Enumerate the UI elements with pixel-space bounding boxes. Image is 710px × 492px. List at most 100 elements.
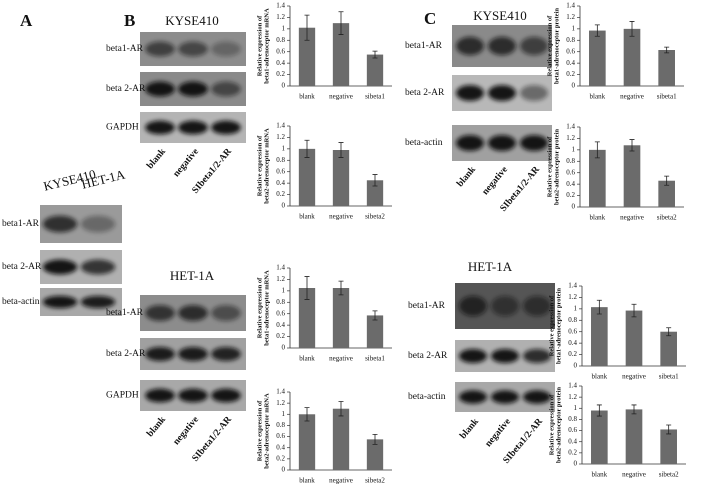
error-bar — [631, 303, 637, 318]
y-axis-label: Relative expression of — [546, 15, 553, 76]
y-tick-label: 1 — [572, 145, 576, 153]
y-tick-label: 1.4 — [568, 382, 577, 390]
y-tick-label: 0.2 — [568, 350, 577, 358]
y-axis-label: beta2-adrenoceptor mRNA — [263, 128, 270, 204]
blot-band — [459, 295, 487, 317]
blot-band — [211, 305, 241, 321]
blot-band — [520, 85, 548, 101]
blot-band — [523, 295, 551, 317]
blot-band — [488, 36, 516, 56]
error-bar — [666, 327, 672, 337]
x-tick-label: sibeta2 — [365, 477, 385, 485]
x-tick-label: blank — [299, 477, 315, 485]
x-tick-label: negative — [620, 93, 644, 101]
blot-band — [211, 346, 241, 362]
blot-band — [211, 41, 241, 57]
y-tick-label: 1 — [572, 24, 576, 32]
y-tick-label: 0.8 — [276, 298, 285, 306]
blot-lane-label: blank — [455, 164, 478, 189]
bar — [591, 410, 608, 464]
error-bar — [304, 14, 310, 41]
panel-label: B — [124, 11, 135, 30]
x-tick-label: blank — [299, 93, 315, 101]
y-tick-label: 0.6 — [568, 327, 577, 335]
error-bar — [664, 46, 670, 54]
blot-row-label: beta1-AR — [106, 308, 144, 318]
y-tick-label: 0 — [574, 460, 578, 468]
y-tick-label: 1.4 — [566, 123, 575, 131]
y-tick-label: 1.2 — [568, 393, 577, 401]
blot-band — [488, 85, 516, 101]
x-tick-label: blank — [590, 93, 606, 101]
panel-label: A — [20, 11, 33, 30]
blot-band — [145, 81, 175, 97]
blot-band — [178, 41, 208, 57]
blot-lane-label: negative — [172, 415, 201, 447]
y-tick-label: 1.2 — [276, 13, 285, 21]
y-tick-label: 1 — [282, 410, 286, 418]
blot-band — [459, 390, 487, 404]
blot-band — [491, 348, 519, 364]
y-tick-label: 1.4 — [276, 122, 285, 130]
error-bar — [629, 139, 635, 152]
x-tick-label: negative — [329, 477, 353, 485]
panel-label: C — [424, 9, 436, 28]
blot-band — [211, 120, 241, 135]
y-tick-label: 0.6 — [276, 432, 285, 440]
y-tick-label: 0 — [572, 82, 576, 90]
bar — [332, 23, 350, 86]
y-tick-label: 0.8 — [566, 157, 575, 165]
blot-band — [456, 36, 484, 56]
blot-band — [523, 348, 551, 364]
y-axis-label: Relative expression of — [256, 15, 263, 76]
error-bar — [338, 142, 344, 158]
bar — [332, 408, 350, 470]
y-tick-label: 0.6 — [566, 168, 575, 176]
y-tick-label: 1.2 — [276, 399, 285, 407]
y-tick-label: 0.6 — [276, 47, 285, 55]
bar — [658, 50, 675, 86]
blot-title: KYSE410 — [165, 13, 218, 28]
y-tick-label: 1.4 — [276, 388, 285, 396]
y-tick-label: 1.2 — [566, 134, 575, 142]
bar — [298, 288, 316, 348]
x-tick-label: negative — [622, 471, 646, 479]
x-tick-label: sibeta1 — [365, 355, 385, 363]
bar — [623, 28, 641, 86]
y-axis-label: Relative expression of — [256, 400, 263, 461]
y-tick-label: 1 — [282, 144, 286, 152]
y-tick-label: 0 — [282, 344, 286, 352]
x-tick-label: negative — [622, 373, 646, 381]
error-bar — [338, 11, 344, 35]
y-tick-label: 0 — [282, 466, 286, 474]
blot-lane-label: negative — [484, 417, 513, 449]
blot-band — [178, 305, 208, 321]
y-axis-label: beta1-adrenoceptor mRNA — [263, 270, 270, 346]
y-axis-label: Relative expression of — [256, 135, 263, 196]
blot-band — [42, 215, 78, 233]
blot-title: KYSE410 — [473, 8, 526, 23]
blot-row-label: beta1-AR — [405, 41, 443, 51]
y-tick-label: 0.4 — [276, 443, 285, 451]
y-tick-label: 0.2 — [276, 332, 285, 340]
bar — [332, 150, 350, 206]
x-tick-label: sibeta2 — [659, 471, 679, 479]
y-axis-label: Relative expression of — [548, 394, 555, 455]
blot-band — [491, 390, 519, 404]
bar — [625, 409, 643, 464]
blot-row-label: beta 2-AR — [408, 351, 448, 361]
y-tick-label: 0.2 — [566, 191, 575, 199]
bar — [660, 331, 677, 366]
blot-band — [488, 135, 516, 151]
y-axis-label: Relative expression of — [256, 277, 263, 338]
y-tick-label: 0 — [282, 82, 286, 90]
y-tick-label: 1.2 — [276, 133, 285, 141]
y-axis-label: beta1-adrenoceptor mRNA — [263, 8, 270, 84]
blot-row-label: beta1-AR — [2, 219, 40, 229]
bar — [366, 180, 384, 206]
error-bar — [631, 404, 637, 415]
y-tick-label: 0.8 — [568, 316, 577, 324]
y-tick-label: 0.6 — [276, 309, 285, 317]
blot-band — [211, 388, 241, 403]
y-tick-label: 0 — [282, 202, 286, 210]
